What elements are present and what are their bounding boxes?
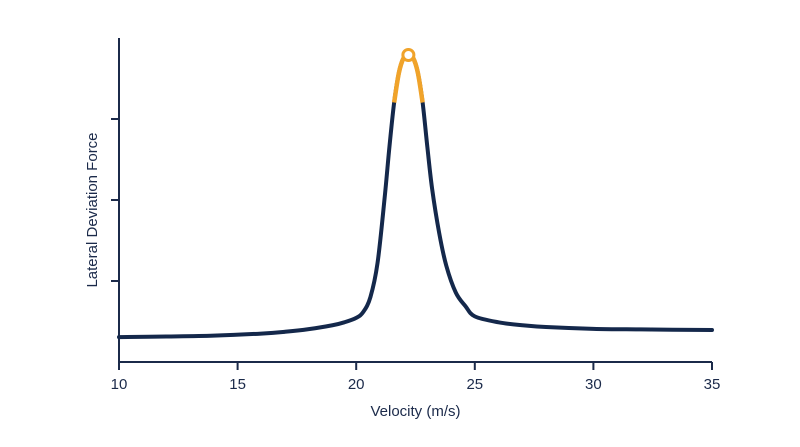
x-ticks: 10 15 20 25 30 35 (111, 362, 721, 393)
x-tick-label-35: 35 (704, 376, 721, 393)
x-tick-label-20: 20 (348, 376, 365, 393)
series-layer (117, 53, 714, 340)
highlight-layer (391, 48, 425, 103)
x-tick-label-15: 15 (229, 376, 246, 393)
y-ticks (111, 118, 119, 282)
x-axis-label: Velocity (m/s) (370, 403, 460, 420)
peak-highlight (391, 52, 425, 103)
x-tick-label-30: 30 (585, 376, 602, 393)
peak-marker (401, 48, 416, 62)
axes (118, 38, 712, 363)
series-line (117, 53, 714, 340)
x-tick-label-10: 10 (111, 376, 128, 393)
y-axis-label: Lateral Deviation Force (84, 132, 101, 287)
x-tick-label-25: 25 (466, 376, 483, 393)
